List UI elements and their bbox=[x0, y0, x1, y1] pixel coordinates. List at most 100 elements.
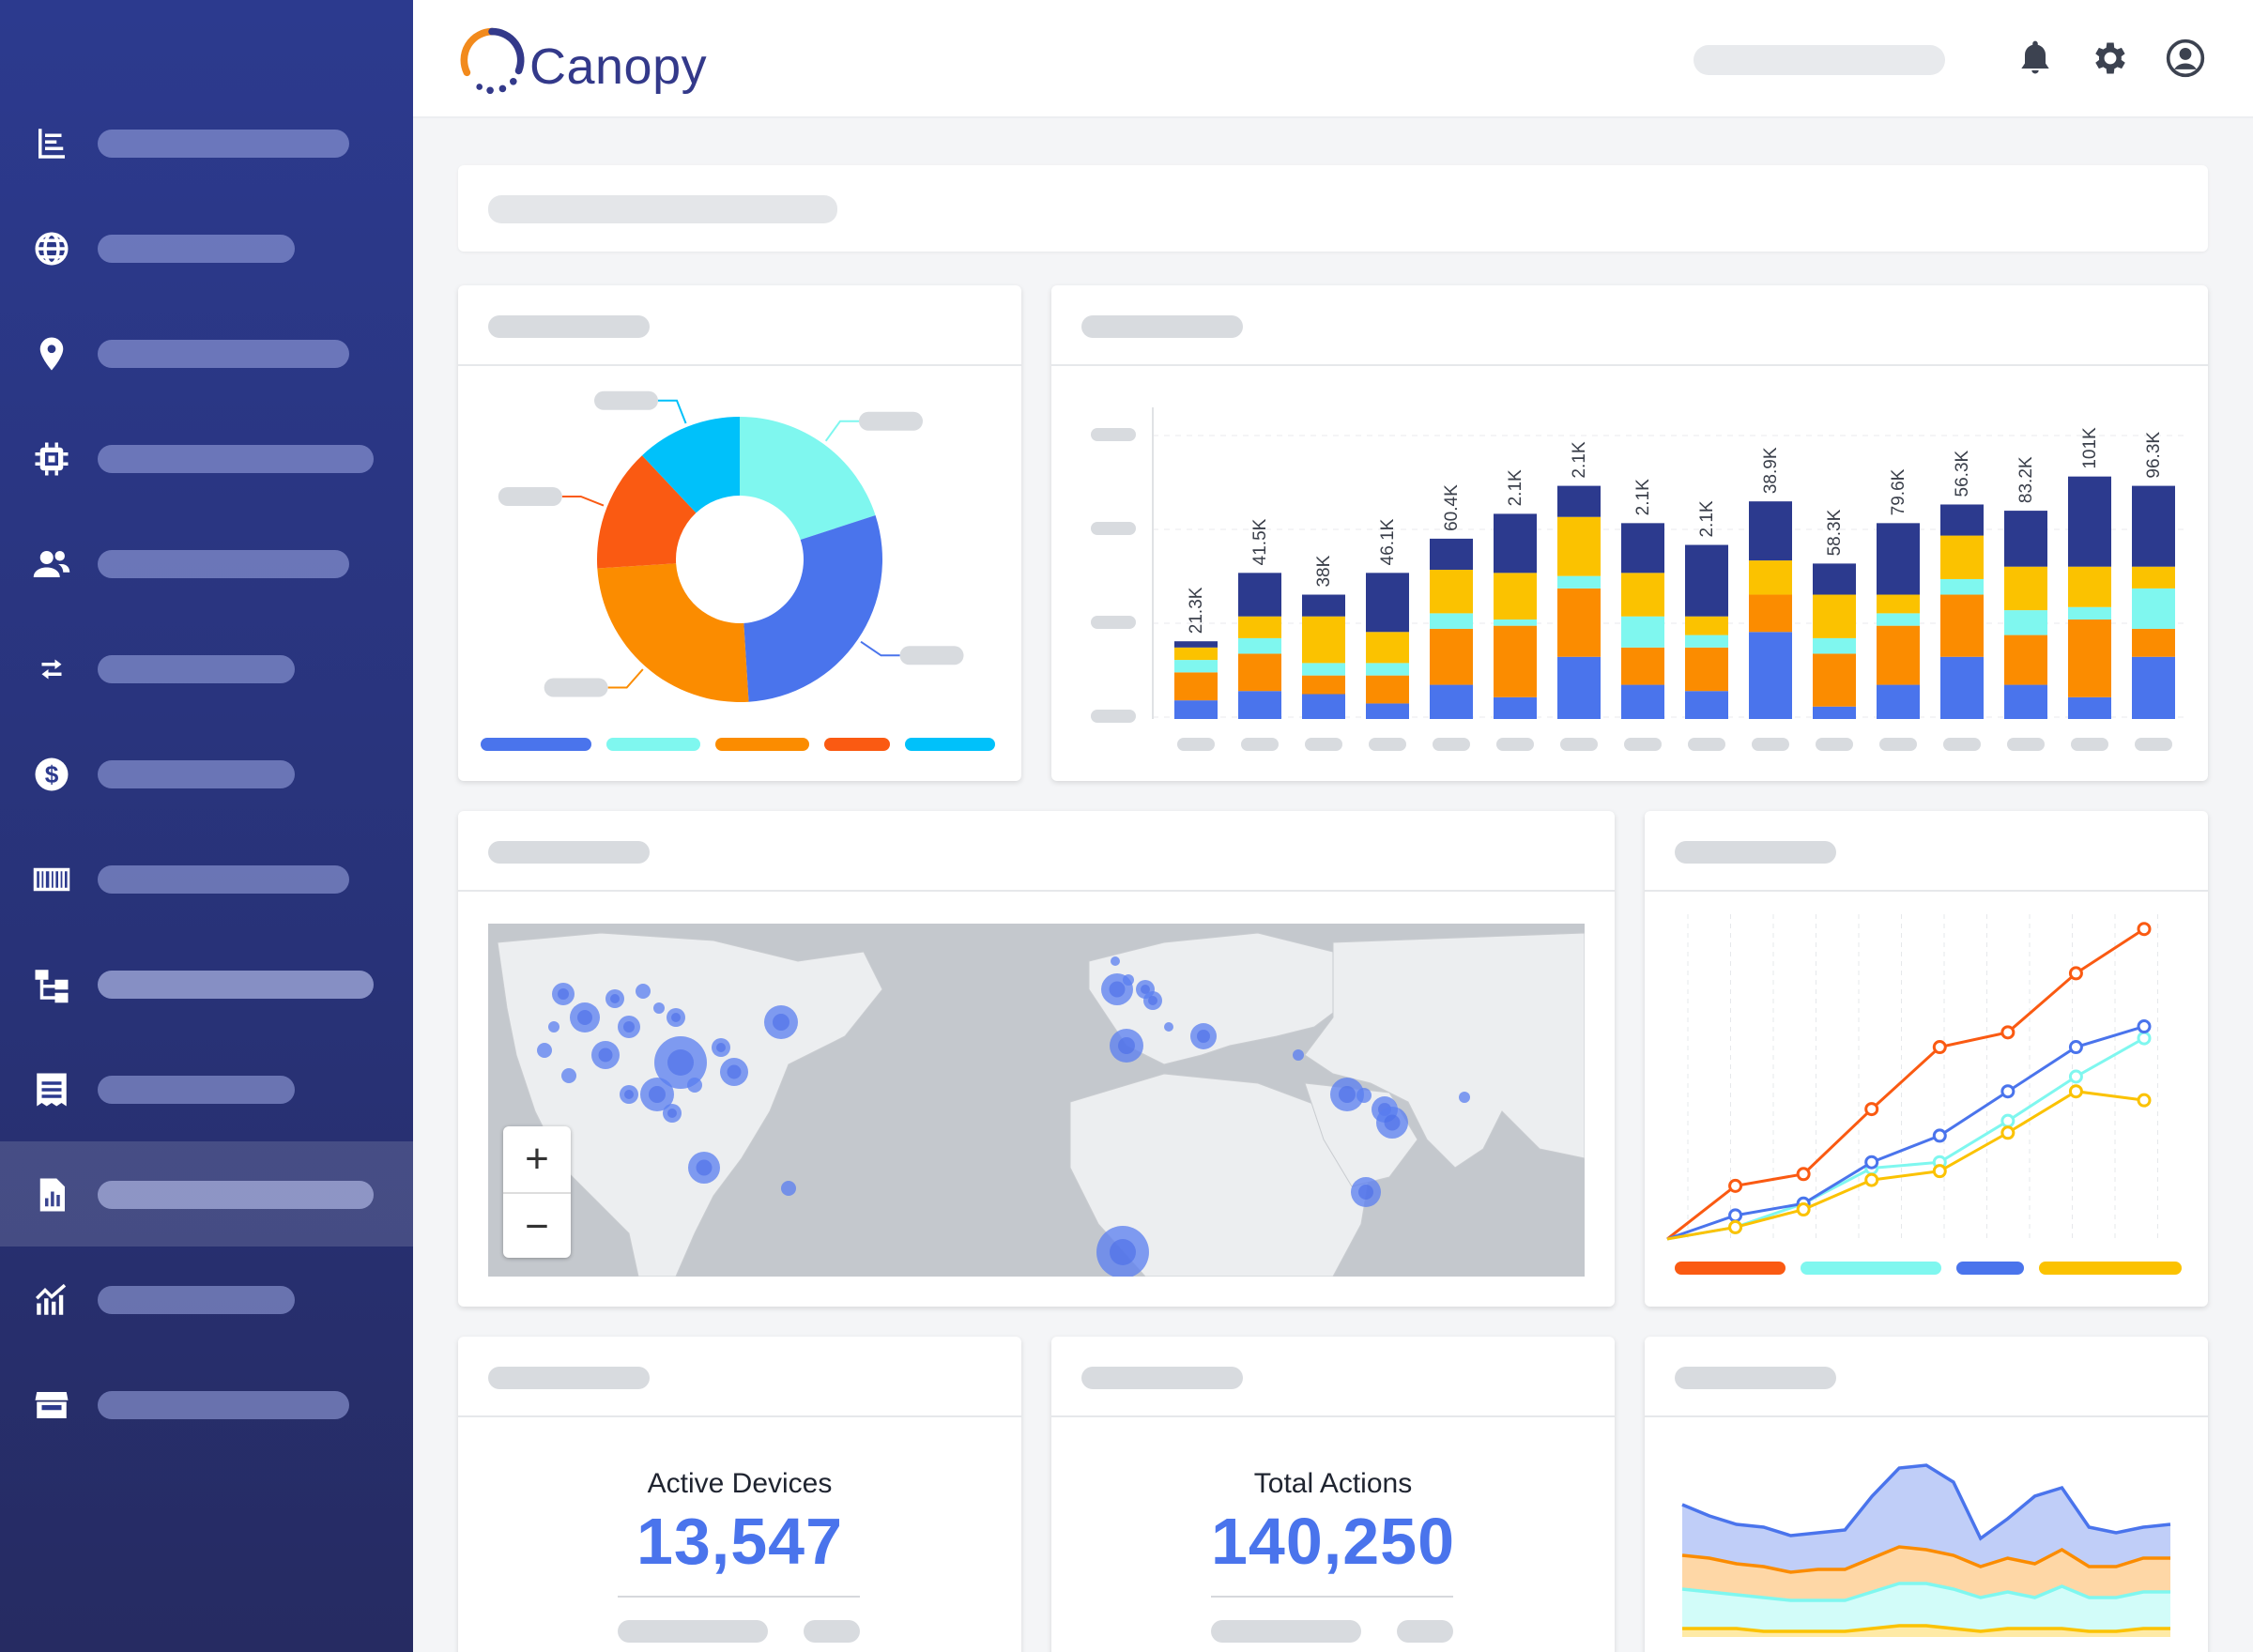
bar-segment[interactable] bbox=[1366, 632, 1409, 664]
bar-segment[interactable] bbox=[1302, 594, 1345, 617]
line-point[interactable] bbox=[2068, 966, 2083, 981]
bar-segment[interactable] bbox=[2068, 566, 2111, 607]
legend-swatch[interactable] bbox=[1801, 1262, 1941, 1275]
bar-segment[interactable] bbox=[1813, 706, 1856, 719]
bar-segment[interactable] bbox=[1685, 647, 1728, 692]
bar-segment[interactable] bbox=[1877, 625, 1920, 685]
line-point[interactable] bbox=[1932, 1128, 1947, 1143]
bar-segment[interactable] bbox=[1174, 700, 1218, 719]
map-marker[interactable] bbox=[1123, 974, 1134, 986]
sidebar-item-devices[interactable] bbox=[0, 405, 413, 511]
bar-segment[interactable] bbox=[1430, 628, 1473, 685]
world-map[interactable] bbox=[488, 924, 1585, 1277]
gear-icon[interactable] bbox=[2090, 38, 2131, 79]
bar-segment[interactable] bbox=[1813, 563, 1856, 595]
bar-segment[interactable] bbox=[1749, 632, 1792, 719]
line-point[interactable] bbox=[2068, 1069, 2083, 1084]
bar-segment[interactable] bbox=[1366, 573, 1409, 633]
line-point[interactable] bbox=[1932, 1164, 1947, 1179]
legend-swatch[interactable] bbox=[824, 738, 890, 751]
bar-segment[interactable] bbox=[2004, 511, 2047, 567]
donut-slice[interactable] bbox=[740, 417, 876, 540]
bar-segment[interactable] bbox=[2132, 485, 2175, 567]
bar-segment[interactable] bbox=[1366, 703, 1409, 719]
bell-icon[interactable] bbox=[2015, 38, 2056, 79]
map-marker[interactable] bbox=[687, 1078, 702, 1093]
bar-segment[interactable] bbox=[1621, 647, 1664, 685]
bar-segment[interactable] bbox=[1749, 560, 1792, 595]
bar-segment[interactable] bbox=[1238, 691, 1281, 719]
zoom-in-button[interactable]: + bbox=[525, 1136, 549, 1182]
line-series[interactable] bbox=[1666, 927, 2145, 1241]
area-series[interactable] bbox=[1682, 1547, 2170, 1600]
sidebar-item-transfers[interactable] bbox=[0, 616, 413, 721]
legend-swatch[interactable] bbox=[481, 738, 591, 751]
legend-swatch[interactable] bbox=[606, 738, 700, 751]
bar-segment[interactable] bbox=[1302, 663, 1345, 676]
bar-segment[interactable] bbox=[2132, 628, 2175, 657]
line-point[interactable] bbox=[2137, 922, 2152, 937]
bar-segment[interactable] bbox=[2068, 476, 2111, 567]
bar-segment[interactable] bbox=[2004, 684, 2047, 719]
legend-swatch[interactable] bbox=[715, 738, 809, 751]
line-point[interactable] bbox=[2137, 1019, 2152, 1034]
bar-segment[interactable] bbox=[2004, 610, 2047, 635]
bar-segment[interactable] bbox=[1430, 570, 1473, 614]
map-marker[interactable] bbox=[561, 1068, 576, 1083]
sidebar-item-billing[interactable]: $ bbox=[0, 721, 413, 826]
bar-segment[interactable] bbox=[1557, 485, 1601, 517]
line-point[interactable] bbox=[1796, 1202, 1811, 1217]
legend-swatch[interactable] bbox=[2039, 1262, 2182, 1275]
bar-segment[interactable] bbox=[1940, 594, 1984, 657]
map-marker[interactable] bbox=[1356, 1088, 1372, 1103]
donut-slice[interactable] bbox=[743, 515, 882, 702]
bar-segment[interactable] bbox=[1685, 544, 1728, 617]
bar-segment[interactable] bbox=[1877, 594, 1920, 614]
sidebar-item-receipts[interactable] bbox=[0, 1036, 413, 1141]
bar-segment[interactable] bbox=[1940, 535, 1984, 579]
sidebar-item-analytics[interactable] bbox=[0, 1247, 413, 1352]
bar-segment[interactable] bbox=[1174, 672, 1218, 701]
bar-segment[interactable] bbox=[1302, 694, 1345, 719]
bar-segment[interactable] bbox=[1430, 613, 1473, 629]
bar-segment[interactable] bbox=[1494, 625, 1537, 697]
bar-segment[interactable] bbox=[1685, 635, 1728, 648]
bar-segment[interactable] bbox=[1557, 575, 1601, 589]
bar-segment[interactable] bbox=[1749, 501, 1792, 561]
sidebar-item-locations[interactable] bbox=[0, 300, 413, 405]
bar-segment[interactable] bbox=[1813, 637, 1856, 654]
line-point[interactable] bbox=[2000, 1113, 2015, 1128]
line-point[interactable] bbox=[2137, 1031, 2152, 1046]
bar-segment[interactable] bbox=[1302, 616, 1345, 664]
bar-segment[interactable] bbox=[1940, 578, 1984, 595]
map-marker[interactable] bbox=[781, 1181, 796, 1196]
bar-segment[interactable] bbox=[1621, 684, 1664, 719]
bar-segment[interactable] bbox=[1430, 538, 1473, 571]
bar-segment[interactable] bbox=[1174, 641, 1218, 648]
sidebar-item-store[interactable] bbox=[0, 1352, 413, 1457]
line-point[interactable] bbox=[2000, 1084, 2015, 1099]
map-marker[interactable] bbox=[1111, 956, 1120, 966]
bar-segment[interactable] bbox=[1940, 656, 1984, 719]
map-marker[interactable] bbox=[537, 1043, 552, 1058]
donut-slice[interactable] bbox=[597, 455, 697, 569]
line-point[interactable] bbox=[1728, 1178, 1743, 1193]
bar-segment[interactable] bbox=[1366, 663, 1409, 676]
map-marker[interactable] bbox=[653, 1002, 665, 1014]
sidebar-item-users[interactable] bbox=[0, 511, 413, 616]
line-point[interactable] bbox=[2000, 1025, 2015, 1040]
bar-segment[interactable] bbox=[2132, 656, 2175, 719]
bar-segment[interactable] bbox=[1238, 637, 1281, 654]
bar-segment[interactable] bbox=[1940, 504, 1984, 536]
bar-segment[interactable] bbox=[1877, 523, 1920, 595]
donut-slice[interactable] bbox=[641, 417, 740, 513]
bar-segment[interactable] bbox=[1557, 588, 1601, 657]
line-point[interactable] bbox=[1864, 1172, 1879, 1187]
line-point[interactable] bbox=[2068, 1040, 2083, 1055]
bar-segment[interactable] bbox=[1430, 684, 1473, 719]
sidebar-item-inventory[interactable] bbox=[0, 826, 413, 931]
bar-segment[interactable] bbox=[1621, 523, 1664, 574]
line-point[interactable] bbox=[1728, 1219, 1743, 1234]
bar-segment[interactable] bbox=[1174, 647, 1218, 661]
map-marker[interactable] bbox=[548, 1021, 559, 1032]
